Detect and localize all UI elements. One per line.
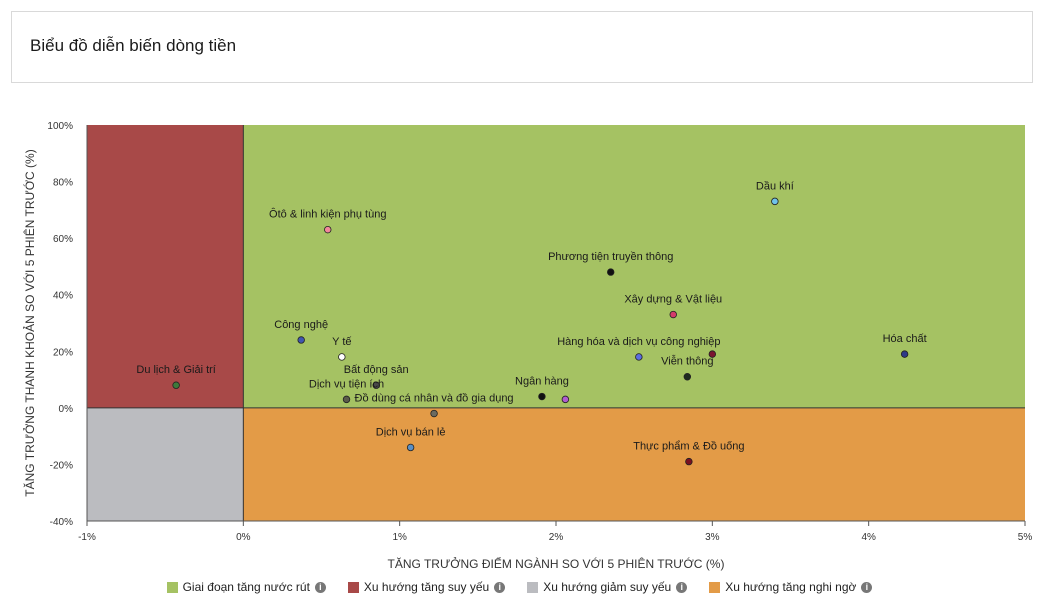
data-point <box>771 197 779 206</box>
data-point <box>372 381 380 389</box>
y-tick-label: 40% <box>53 291 73 302</box>
quadrant-gray <box>87 407 244 521</box>
point-label: Xây dựng & Vật liệu <box>624 294 722 306</box>
y-axis-label: TĂNG TRƯỞNG THANH KHOẢN SO VỚI 5 PHIÊN T… <box>22 149 37 496</box>
chart-legend: Giai đoạn tăng nước rút i Xu hướng tăng su… <box>0 580 1039 594</box>
header-card: Biểu đồ diễn biến dòng tiền <box>11 11 1033 83</box>
quadrant-red <box>87 125 244 408</box>
point-label: Công nghệ <box>274 319 328 331</box>
x-tick-label: 1% <box>392 532 407 543</box>
data-point <box>635 353 643 361</box>
x-tick-label: 4% <box>861 532 876 543</box>
x-tick-label: 3% <box>705 532 720 543</box>
legend-label: Xu hướng tăng nghi ngờ <box>725 580 857 594</box>
legend-swatch <box>347 581 359 593</box>
legend-swatch <box>166 581 178 593</box>
data-point <box>561 395 570 404</box>
x-tick-label: 5% <box>1018 532 1033 543</box>
data-point <box>430 409 438 418</box>
data-point <box>342 395 351 404</box>
info-icon[interactable]: i <box>676 581 688 593</box>
point-label: Phương tiện truyền thông <box>548 251 673 263</box>
x-tick-label: 0% <box>236 532 251 543</box>
data-point <box>172 381 180 389</box>
y-tick-label: -20% <box>50 460 73 471</box>
point-label: Hóa chất <box>883 333 927 345</box>
point-label: Dịch vụ bán lẻ <box>376 426 446 438</box>
data-point <box>607 268 615 276</box>
point-label: Dịch vụ tiện ích <box>309 378 384 390</box>
legend-item[interactable]: Giai đoạn tăng nước rút i <box>166 580 326 594</box>
legend-label: Xu hướng tăng suy yếu <box>363 580 490 594</box>
y-tick-label: -40% <box>50 517 73 528</box>
data-point <box>669 310 677 319</box>
legend-item[interactable]: Xu hướng giảm suy yếu i <box>527 580 688 594</box>
data-point <box>900 350 909 358</box>
y-tick-label: 80% <box>53 178 73 189</box>
legend-swatch <box>527 581 539 593</box>
info-icon[interactable]: i <box>494 581 506 593</box>
legend-label: Xu hướng giảm suy yếu <box>543 580 672 594</box>
legend-swatch <box>709 581 721 593</box>
y-tick-label: 0% <box>59 404 74 415</box>
quadrant-green <box>243 125 1026 408</box>
data-point <box>338 353 346 361</box>
point-label: Bất động sản <box>344 364 409 376</box>
point-label: Viễn thông <box>661 355 713 368</box>
point-label: Hàng hóa và dịch vụ công nghiệp <box>557 336 720 348</box>
data-point <box>538 392 546 401</box>
data-point <box>683 373 692 381</box>
point-label: Đồ dùng cá nhân và đồ gia dụng <box>355 393 514 405</box>
info-icon[interactable]: i <box>861 581 873 593</box>
page-title: Biểu đồ diễn biến dòng tiền <box>30 36 237 55</box>
y-tick-label: 20% <box>53 347 73 358</box>
point-label: Dầu khí <box>756 180 794 192</box>
data-point <box>708 350 717 358</box>
x-axis-label: TĂNG TRƯỞNG ĐIỂM NGÀNH SO VỚI 5 PHIÊN TR… <box>388 556 725 571</box>
point-label: Ngân hàng <box>515 376 569 388</box>
legend-item[interactable]: Xu hướng tăng nghi ngờ i <box>709 580 873 594</box>
y-tick-label: 100% <box>47 121 73 132</box>
point-label: Y tế <box>332 336 351 348</box>
y-tick-label: 60% <box>53 234 73 245</box>
point-label: Ôtô & linh kiện phụ tùng <box>269 208 386 221</box>
point-label: Du lịch & Giải trí <box>136 364 215 376</box>
data-point <box>324 225 332 234</box>
quadrant-orange <box>243 407 1026 521</box>
x-tick-label: 2% <box>549 532 564 543</box>
data-point <box>685 457 693 466</box>
legend-label: Giai đoạn tăng nước rút <box>182 580 310 594</box>
info-icon[interactable]: i <box>314 581 326 593</box>
data-point <box>297 336 305 344</box>
legend-item[interactable]: Xu hướng tăng suy yếu i <box>347 580 506 594</box>
point-label: Thực phẩm & Đồ uống <box>633 441 744 453</box>
data-point <box>406 443 415 452</box>
x-tick-label: -1% <box>78 532 96 543</box>
